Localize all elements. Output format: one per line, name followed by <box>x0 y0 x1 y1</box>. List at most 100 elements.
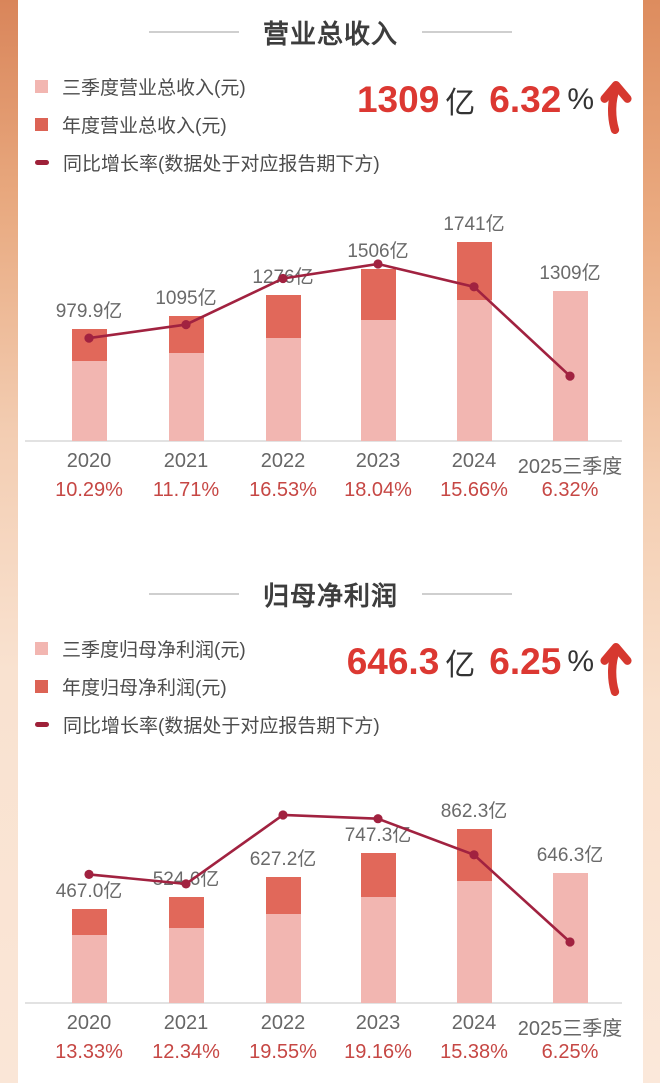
q3-bar-segment <box>360 896 396 1003</box>
growth-point <box>469 850 479 860</box>
x-axis-year-labels: 2020 2021 2022 2023 2024 2025三季度 <box>0 450 660 478</box>
axis-growth-label: 11.71% <box>152 479 220 501</box>
axis-growth-label: 16.53% <box>249 479 317 501</box>
axis-growth-label: 18.04% <box>344 479 412 501</box>
right-gradient-strip <box>643 0 660 1083</box>
headline-percent-sign: % <box>567 645 594 678</box>
bar-value-label: 862.3亿 <box>440 801 508 823</box>
bar-line-chart-revenue: 979.9亿1095亿1276亿1506亿1741亿1309亿 <box>0 200 660 442</box>
title-divider-left <box>148 31 239 33</box>
legend-label: 同比增长率(数据处于对应报告期下方) <box>63 715 380 737</box>
q3-bar-segment <box>456 300 492 441</box>
section-title: 归母净利润 <box>262 580 398 611</box>
headline-unit: 亿 <box>445 649 476 682</box>
legend-label: 三季度营业总收入(元) <box>62 77 246 99</box>
bar-value-label: 1095亿 <box>155 287 217 309</box>
bar-value-label: 627.2亿 <box>249 848 317 870</box>
up-arrow-icon <box>600 81 632 134</box>
axis-growth-label: 6.32% <box>541 479 599 501</box>
section-title-row: 营业总收入 <box>18 16 643 49</box>
axis-year-label: 2025三季度 <box>517 1018 623 1040</box>
left-gradient-strip <box>0 0 18 1083</box>
legend-label: 年度营业总收入(元) <box>62 115 227 137</box>
annual-bar-swatch-icon <box>35 117 48 131</box>
growth-point <box>373 259 383 269</box>
annual-bar-segment <box>265 876 301 914</box>
q3-bar-swatch-icon <box>35 79 48 93</box>
headline-unit: 亿 <box>445 87 476 120</box>
legend-item-q3: 三季度营业总收入(元) <box>35 74 380 99</box>
growth-rate-line <box>84 259 575 381</box>
headline-value: 646.3 <box>346 641 440 682</box>
q3-bar-segment <box>71 935 107 1003</box>
x-axis-year-labels: 2020 2021 2022 2023 2024 2025三季度 <box>0 1012 660 1040</box>
axis-year-label: 2025三季度 <box>517 456 623 478</box>
q3-bar-segment <box>456 880 492 1003</box>
axis-year-label: 2021 <box>163 1012 209 1034</box>
growth-point <box>84 869 94 879</box>
axis-growth-label: 15.66% <box>440 479 508 501</box>
axis-year-label: 2024 <box>451 450 497 472</box>
growth-point <box>469 282 479 292</box>
q3-bar-segment <box>360 320 396 441</box>
bar-value-label: 1506亿 <box>347 240 409 262</box>
bar-value-label: 467.0亿 <box>55 881 123 902</box>
legend: 三季度营业总收入(元) 年度营业总收入(元) 同比增长率(数据处于对应报告期下方… <box>35 74 380 188</box>
bar-value-label: 1309亿 <box>539 263 601 285</box>
q3-bar-segment <box>71 361 107 441</box>
q3-bar-segment <box>265 338 301 441</box>
bar-value-label: 1741亿 <box>443 213 505 235</box>
q3-bar-swatch-icon <box>35 641 48 655</box>
q3-bar-segment <box>168 352 204 441</box>
chart-baseline <box>25 1002 622 1004</box>
annual-bar-segment <box>71 909 107 935</box>
axis-year-label: 2020 <box>66 450 112 472</box>
headline-growth-rate: 6.25 <box>489 641 562 682</box>
legend-label: 同比增长率(数据处于对应报告期下方) <box>63 153 380 175</box>
axis-year-label: 2021 <box>163 450 209 472</box>
annual-bar-segment <box>360 268 396 321</box>
growth-line-swatch-icon <box>35 159 49 165</box>
axis-growth-label: 10.29% <box>55 479 123 501</box>
axis-year-label: 2022 <box>260 1012 306 1034</box>
title-divider-right <box>422 593 512 595</box>
axis-year-label: 2023 <box>355 1012 401 1034</box>
growth-rate-line <box>84 810 575 947</box>
title-divider-right <box>422 31 512 33</box>
headline-growth-rate: 6.32 <box>489 79 562 120</box>
legend-item-annual: 年度营业总收入(元) <box>35 112 380 137</box>
axis-year-label: 2022 <box>260 450 306 472</box>
headline-percent-sign: % <box>567 83 594 116</box>
section-revenue: 营业总收入 三季度营业总收入(元) 年度营业总收入(元) 同比增长率(数据处于对… <box>0 16 660 503</box>
headline-stats: 1309 亿 6.32 % <box>357 66 634 134</box>
bar-value-label: 646.3亿 <box>536 844 604 866</box>
q3-bar-segment <box>168 927 204 1003</box>
q3-bar-segment <box>265 913 301 1003</box>
bar-value-label: 747.3亿 <box>344 824 412 846</box>
annual-bar-segment <box>360 852 396 897</box>
axis-growth-label: 12.34% <box>152 1041 220 1063</box>
growth-point <box>565 937 575 947</box>
legend-label: 年度归母净利润(元) <box>62 677 227 699</box>
bar-value-label: 979.9亿 <box>55 300 123 322</box>
axis-growth-label: 13.33% <box>55 1041 123 1063</box>
growth-point <box>181 320 191 330</box>
x-axis-growth-labels: 13.33% 12.34% 19.55% 19.16% 15.38% 6.25% <box>0 1041 660 1065</box>
axis-year-label: 2020 <box>66 1012 112 1034</box>
section-title-row: 归母净利润 <box>18 578 643 611</box>
axis-growth-label: 6.25% <box>541 1041 599 1063</box>
legend-item-growth: 同比增长率(数据处于对应报告期下方) <box>35 712 380 737</box>
annual-bar-swatch-icon <box>35 679 48 693</box>
growth-point <box>278 273 288 284</box>
x-axis-growth-labels: 10.29% 11.71% 16.53% 18.04% 15.66% 6.32% <box>0 479 660 503</box>
legend-item-annual: 年度归母净利润(元) <box>35 674 380 699</box>
growth-point <box>373 814 383 824</box>
growth-point <box>84 333 94 343</box>
growth-point <box>278 810 288 820</box>
annual-bar-segment <box>168 897 204 928</box>
growth-point <box>565 371 575 381</box>
title-divider-left <box>148 593 239 595</box>
annual-bar-segment <box>265 294 301 339</box>
axis-year-label: 2024 <box>451 1012 497 1034</box>
